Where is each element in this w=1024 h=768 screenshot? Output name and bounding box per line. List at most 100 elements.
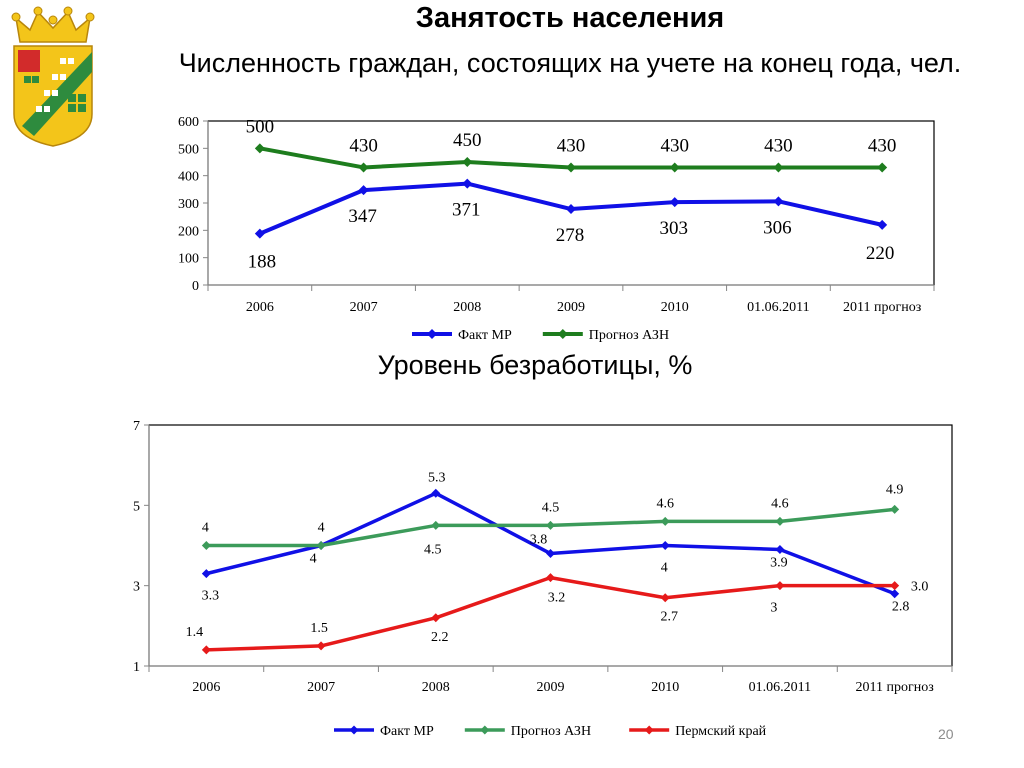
data-label: 430 [868,135,897,156]
data-label: 5.3 [428,470,446,485]
data-label: 3.9 [770,556,788,571]
data-label: 1.5 [310,621,328,636]
legend-marker [427,329,437,339]
shield-icon [13,45,93,147]
x-tick-label: 2011 прогноз [843,300,922,315]
data-label: 220 [866,243,895,264]
data-point [660,516,670,526]
data-label: 430 [557,135,586,156]
x-tick-label: 2009 [557,300,585,315]
legend-marker [644,725,654,735]
data-label: 4 [661,561,668,576]
data-point [201,569,211,579]
x-tick-label: 01.06.2011 [747,300,809,315]
data-point [546,549,555,559]
data-point [775,581,785,591]
data-label: 4 [318,521,325,536]
legend-label: Факт МР [380,724,434,739]
data-label: 430 [349,135,378,156]
data-label: 188 [248,252,277,273]
data-point [316,541,326,550]
data-point [201,645,211,655]
data-point [566,204,576,215]
data-label: 2.7 [660,610,678,625]
data-label: 4 [202,521,209,536]
y-tick-label: 600 [178,115,199,130]
data-point [462,178,473,189]
data-point [254,228,265,239]
data-label: 2.8 [892,600,910,615]
x-tick-label: 2008 [453,300,481,315]
data-label: 500 [246,116,275,137]
data-point [890,504,900,514]
x-tick-label: 2010 [651,680,679,695]
x-tick-label: 2006 [246,300,274,315]
data-label: 3.2 [548,591,566,606]
data-label: 4.9 [886,482,904,497]
data-label: 2.2 [431,630,449,645]
y-tick-label: 100 [178,252,199,267]
y-tick-label: 200 [178,224,199,239]
legend-label: Прогноз АЗН [589,328,669,343]
data-label: 278 [556,225,585,246]
data-label: 430 [764,135,793,156]
data-point [431,613,441,623]
y-tick-label: 400 [178,170,199,185]
y-tick-label: 7 [133,419,140,434]
y-tick-label: 3 [133,580,140,595]
data-point [431,488,441,498]
data-label: 4.6 [656,496,674,511]
data-point [201,541,211,550]
data-point [316,641,326,651]
data-label: 3.0 [911,580,929,595]
legend-label: Факт МР [458,328,512,343]
y-tick-label: 0 [192,279,199,294]
legend-label: Пермский край [675,724,766,739]
x-tick-label: 2007 [350,300,378,315]
data-label: 3 [770,601,777,616]
y-tick-label: 300 [178,197,199,212]
data-point [358,185,369,196]
data-point [566,162,576,173]
data-point [877,219,888,230]
data-point [669,162,680,173]
x-tick-label: 2007 [307,680,335,695]
coat-of-arms-emblem [11,6,95,147]
data-point [775,545,785,555]
data-label: 347 [348,206,377,227]
crown-icon [11,6,95,43]
data-point [462,157,473,167]
data-label: 3.8 [530,533,548,548]
data-label: 3.3 [202,589,220,604]
data-point [773,196,784,207]
data-point [546,520,555,530]
y-tick-label: 5 [133,499,140,514]
legend-marker [480,725,490,735]
data-label: 306 [763,217,792,238]
y-tick-label: 1 [133,660,140,675]
data-label: 430 [660,135,689,156]
data-point [773,162,784,173]
x-tick-label: 01.06.2011 [749,680,811,695]
data-label: 4.5 [542,500,560,515]
data-point [890,581,900,591]
data-label: 303 [659,218,688,239]
data-label: 371 [452,200,481,221]
series-line-2 [206,575,895,652]
legend-marker [557,329,568,339]
data-point [546,573,555,583]
chart2-title: Уровень безработицы, % [377,350,693,380]
data-point [669,197,680,208]
data-point [660,593,670,603]
x-tick-label: 2008 [422,680,450,695]
x-tick-label: 2009 [537,680,565,695]
legend-marker [349,725,359,735]
x-tick-label: 2010 [661,300,689,315]
data-point [254,143,265,154]
data-point [775,516,785,526]
x-tick-label: 2006 [192,680,220,695]
data-label: 4 [310,552,317,567]
data-label: 450 [453,130,482,151]
